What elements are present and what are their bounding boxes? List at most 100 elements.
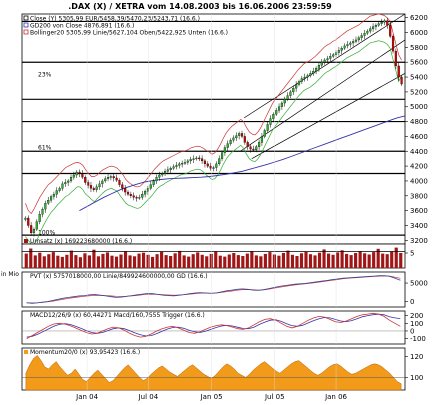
- volume-bar: [178, 250, 182, 268]
- panel-frame-0: [21, 13, 406, 245]
- candle-body: [61, 183, 64, 189]
- chart-panels: 3200 3400 3600 3800 4000 4200 4400 4600 4800 5000…: [1, 13, 428, 391]
- volume-bar: [60, 256, 64, 268]
- volume-bar: [349, 255, 353, 268]
- volume-bar: [114, 256, 119, 268]
- candle-body: [169, 168, 172, 170]
- legend-entry: Close (Y) 5305,99 EUR/5458,39/5470,23/52…: [30, 16, 200, 23]
- volume-bar: [29, 248, 33, 268]
- candle-body: [95, 186, 98, 190]
- y-tick-label: 4000: [410, 177, 428, 185]
- candle-body: [337, 50, 340, 53]
- volume-bar: [272, 254, 276, 268]
- pvt-line: [26, 275, 401, 304]
- candle-body: [124, 188, 127, 193]
- volume-bar: [335, 252, 340, 268]
- volume-bar: [87, 255, 92, 268]
- candle-body: [315, 68, 318, 72]
- candle-body: [223, 147, 226, 153]
- candle-body: [323, 59, 326, 63]
- volume-bar: [119, 254, 123, 268]
- candle-body: [297, 81, 301, 85]
- candle-body: [141, 194, 144, 198]
- candle-body: [369, 28, 372, 32]
- candle-body: [135, 197, 138, 199]
- momentum-legend: Momentum20/0 (x) 93,95423 (16.6.): [30, 349, 140, 356]
- candle-body: [69, 177, 73, 182]
- volume-bar: [155, 254, 159, 268]
- volume-bar: [281, 253, 286, 268]
- candle-body: [27, 217, 30, 226]
- volume-bar: [141, 252, 146, 268]
- candle-body: [206, 163, 209, 167]
- volume-legend-swatch: [24, 239, 28, 243]
- volume-bar: [146, 254, 150, 268]
- candle-body: [155, 177, 158, 182]
- candle-body: [106, 177, 110, 179]
- volume-bar: [65, 254, 69, 268]
- candle-body: [24, 217, 27, 220]
- y-tick-label: 0: [410, 298, 414, 306]
- volume-bar: [295, 256, 299, 268]
- macd-line: [26, 312, 401, 339]
- y-tick-label: 0: [410, 327, 414, 335]
- macd-legend: MACD12/26/9 (x) 60,44271 Macd/160,7555 T…: [30, 312, 205, 319]
- legend-entry: Bollinger20 5305,99 Linie/5627,104 Oben/…: [30, 30, 228, 37]
- candle-body: [149, 184, 152, 189]
- fib-label: 23%: [38, 72, 52, 79]
- bollinger-lower: [25, 40, 402, 245]
- candle-body: [55, 190, 58, 195]
- candle-body: [30, 225, 33, 234]
- y-tick-label: 5800: [410, 44, 428, 52]
- candle-body: [98, 183, 101, 188]
- candle-body: [89, 185, 93, 189]
- candle-body: [126, 191, 130, 195]
- gd200-line: [79, 115, 406, 211]
- y-tick-label: 5000: [410, 103, 428, 111]
- volume-bar: [376, 248, 380, 268]
- candle-body: [192, 158, 195, 160]
- candle-body: [272, 114, 275, 119]
- volume-bar: [173, 253, 177, 268]
- volume-bar: [227, 254, 231, 268]
- volume-bar: [101, 253, 105, 268]
- y-tick-label: 3600: [410, 207, 428, 215]
- candle-body: [109, 176, 112, 178]
- candle-body: [277, 106, 281, 111]
- y-tick-label: 5200: [410, 88, 428, 96]
- volume-bar: [268, 252, 272, 268]
- volume-bar: [218, 255, 222, 268]
- candle-body: [317, 65, 321, 69]
- candle-body: [84, 177, 87, 183]
- candle-body: [81, 173, 84, 178]
- momentum-legend-swatch: [24, 350, 28, 354]
- candle-body: [144, 191, 147, 195]
- candle-body: [64, 182, 67, 185]
- volume-bar: [209, 253, 213, 268]
- candle-body: [295, 84, 298, 89]
- y-tick-label: 4400: [410, 148, 428, 156]
- volume-bar: [308, 254, 313, 268]
- volume-bar: [132, 256, 137, 268]
- volume-bar: [286, 250, 290, 268]
- candle-body: [52, 194, 55, 197]
- volume-bar: [367, 254, 371, 268]
- candle-body: [189, 159, 192, 162]
- candle-body: [289, 91, 292, 96]
- candle-body: [67, 180, 70, 183]
- trend-channel-mid: [251, 73, 406, 159]
- y-tick-label: 200: [410, 312, 423, 320]
- candle-body: [363, 33, 366, 36]
- y-tick-label: 3400: [410, 222, 428, 230]
- candle-body: [41, 208, 44, 215]
- x-tick-label: Jul 05: [264, 393, 285, 401]
- y-tick-label: 5400: [410, 74, 428, 82]
- volume-bar: [299, 253, 304, 268]
- fib-label: 61%: [38, 144, 52, 151]
- volume-bar: [47, 254, 51, 268]
- volume-bar: [254, 255, 258, 268]
- volume-bar: [105, 252, 110, 268]
- volume-bar: [92, 249, 96, 268]
- volume-bar: [363, 253, 367, 268]
- candle-body: [47, 200, 50, 204]
